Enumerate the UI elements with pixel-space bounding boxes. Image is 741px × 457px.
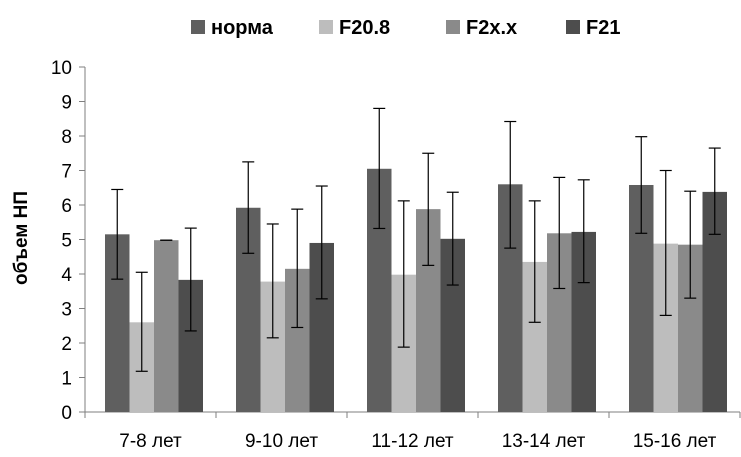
legend: норма F20.8 F2x.x F21 xyxy=(191,17,620,39)
y-tick-label: 10 xyxy=(51,58,72,79)
legend-swatch-3 xyxy=(566,20,580,34)
y-tick-label: 5 xyxy=(61,231,72,252)
y-tick-label: 1 xyxy=(61,369,72,390)
legend-swatch-2 xyxy=(446,20,460,34)
x-tick-label: 15-16 лет xyxy=(633,431,717,452)
error-bars xyxy=(111,107,721,372)
legend-swatch-0 xyxy=(191,20,205,34)
y-tick-label: 7 xyxy=(61,162,72,183)
y-tick-label: 4 xyxy=(61,265,72,286)
legend-swatch-1 xyxy=(319,20,333,34)
legend-label-0: норма xyxy=(211,17,274,39)
x-axis: 7-8 лет 9-10 лет 11-12 лет 13-14 лет 15-16 л… xyxy=(84,411,741,452)
bars xyxy=(105,168,727,412)
y-tick-label: 3 xyxy=(61,300,72,321)
x-tick-label: 13-14 лет xyxy=(502,431,586,452)
y-tick-label: 6 xyxy=(61,196,72,217)
y-tick-label: 2 xyxy=(61,334,72,355)
bar xyxy=(154,240,179,412)
legend-label-3: F21 xyxy=(586,17,620,39)
legend-label-2: F2x.x xyxy=(466,17,517,39)
legend-label-1: F20.8 xyxy=(339,17,390,39)
x-tick-label: 11-12 лет xyxy=(371,431,453,452)
x-tick-label: 7-8 лет xyxy=(119,431,182,452)
y-tick-label: 0 xyxy=(61,403,72,424)
y-axis: 0 1 2 3 4 5 6 7 8 9 10 xyxy=(51,58,86,424)
y-tick-label: 8 xyxy=(61,127,72,148)
y-axis-title: объем НП xyxy=(11,191,32,285)
y-tick-label: 9 xyxy=(61,93,72,114)
x-tick-label: 9-10 лет xyxy=(245,431,318,452)
